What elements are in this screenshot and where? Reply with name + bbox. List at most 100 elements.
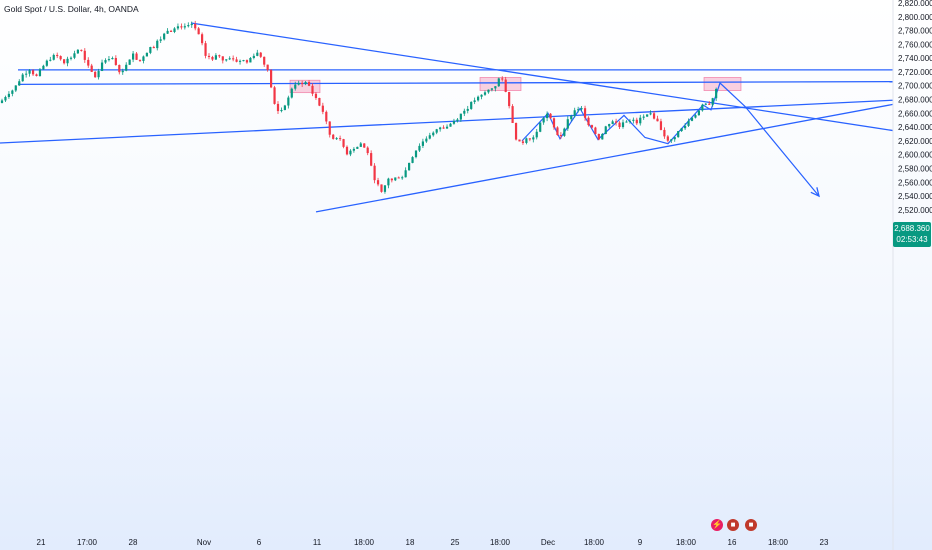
candle (7, 93, 10, 97)
candle (708, 103, 711, 105)
candle (97, 71, 100, 78)
candle (45, 60, 48, 66)
candle (587, 117, 590, 126)
candle (87, 59, 90, 66)
candle (370, 153, 373, 166)
trendline[interactable] (190, 22, 894, 132)
candle (473, 100, 476, 102)
candle (328, 121, 331, 135)
x-tick-label: 18:00 (354, 538, 375, 547)
candle (649, 113, 652, 115)
candle (535, 131, 538, 138)
candle (439, 127, 442, 130)
candle (80, 49, 83, 51)
projection-path[interactable] (521, 81, 820, 197)
candle (56, 54, 59, 57)
us-flag-icon[interactable]: ■ (727, 519, 739, 531)
candle (356, 146, 359, 149)
candle (684, 125, 687, 129)
candle (321, 105, 324, 112)
candle (556, 127, 559, 136)
candle (207, 55, 211, 57)
candle (214, 55, 217, 60)
candle (694, 115, 697, 118)
candle (611, 121, 614, 125)
candle (376, 180, 380, 185)
candle (4, 96, 7, 101)
x-tick-label: 18:00 (768, 538, 789, 547)
x-tick-label: 21 (37, 538, 46, 547)
candle (18, 81, 21, 86)
y-tick-label: 2,760.000 (898, 40, 932, 49)
x-tick-label: 28 (129, 538, 138, 547)
candle (459, 113, 462, 120)
trendline[interactable] (315, 103, 894, 213)
candle (418, 145, 421, 151)
candle (156, 40, 159, 49)
candle (463, 110, 466, 114)
candle (704, 103, 707, 105)
candle (0, 100, 4, 103)
candle (76, 49, 79, 54)
candle (304, 81, 307, 85)
candle (490, 88, 493, 90)
candle (363, 143, 366, 148)
candle (83, 50, 86, 60)
candle (670, 139, 673, 141)
current-price-tag: 2,688.360 02:53:43 (893, 222, 931, 247)
candle (528, 138, 531, 140)
trendline[interactable] (17, 80, 894, 86)
y-tick-label: 2,600.000 (898, 151, 932, 160)
candle (404, 170, 407, 178)
candle (42, 65, 45, 70)
candle (332, 134, 335, 139)
candle (335, 138, 338, 140)
candle (21, 74, 24, 82)
candle (238, 60, 242, 62)
candle (590, 125, 594, 128)
y-tick-label: 2,640.000 (898, 123, 932, 132)
candle (183, 26, 186, 28)
trendline[interactable] (0, 99, 894, 144)
supply-zone[interactable] (703, 77, 742, 91)
candle (38, 69, 42, 76)
candle (187, 25, 190, 27)
candle (573, 110, 576, 116)
candle (121, 70, 124, 73)
candle (652, 113, 656, 119)
candle (52, 54, 55, 60)
candle (659, 121, 663, 130)
candle (35, 74, 38, 76)
candle (387, 178, 390, 186)
candle (487, 89, 490, 93)
candle (480, 94, 483, 97)
lightning-icon[interactable]: ⚡ (711, 519, 723, 531)
candle (94, 71, 97, 78)
candle (221, 56, 224, 61)
candle (373, 165, 376, 181)
candle (14, 85, 17, 91)
candle (211, 56, 214, 60)
candle (90, 65, 93, 72)
us-flag-icon[interactable]: ■ (745, 519, 757, 531)
candle (552, 118, 556, 128)
x-tick-label: 25 (451, 538, 460, 547)
candle (497, 78, 500, 87)
x-tick-label: Nov (197, 538, 211, 547)
candle (325, 111, 328, 122)
supply-zone[interactable] (479, 77, 522, 91)
y-tick-label: 2,720.000 (898, 68, 932, 77)
candle (570, 115, 573, 120)
candle (715, 88, 718, 99)
candle (138, 59, 142, 61)
candle (270, 70, 273, 88)
candle (646, 114, 649, 117)
candle (280, 109, 283, 112)
candle (294, 84, 297, 89)
y-tick-label: 2,580.000 (898, 164, 932, 173)
candle (549, 113, 552, 119)
y-tick-label: 2,780.000 (898, 27, 932, 36)
candle (383, 185, 387, 192)
